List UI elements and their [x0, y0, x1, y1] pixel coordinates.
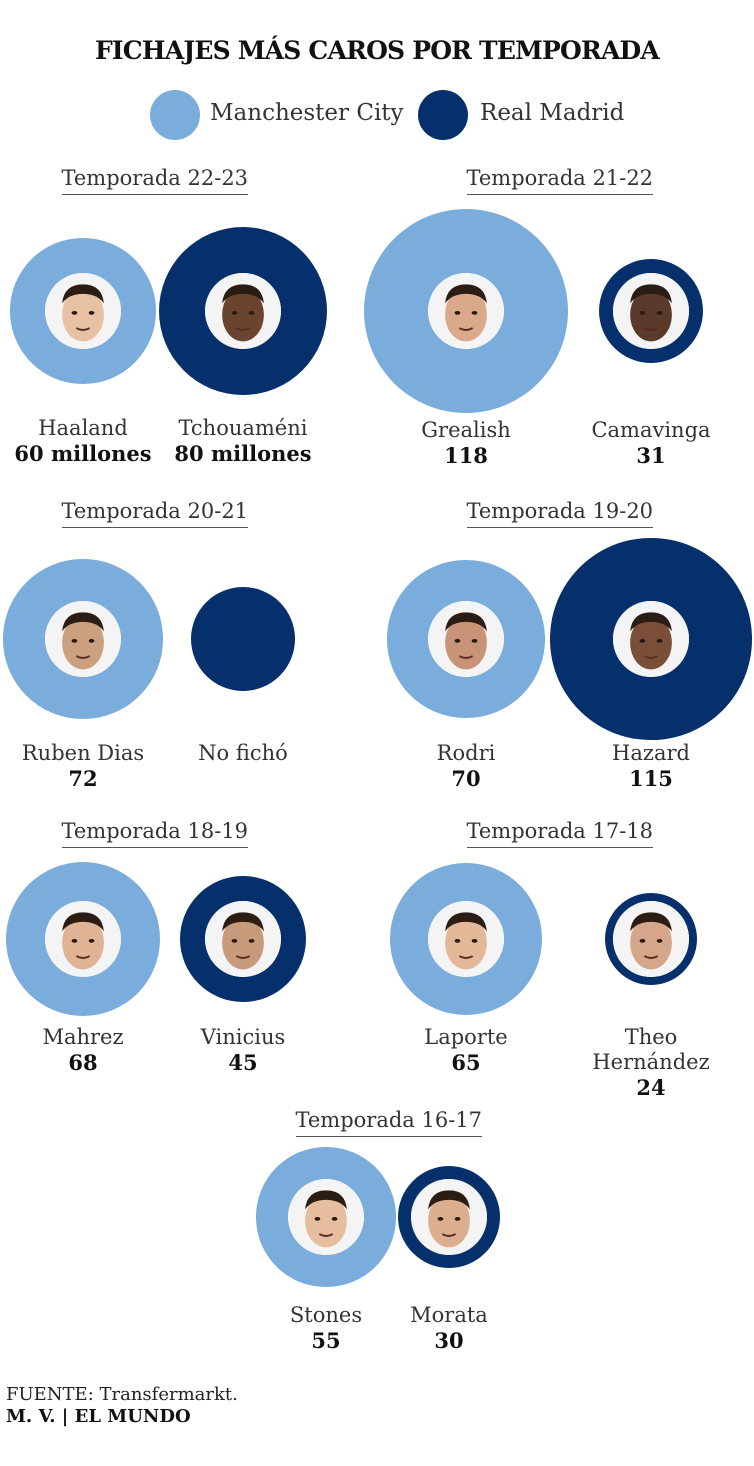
player-name-vinicius: Vinicius [200, 1025, 286, 1049]
player-photo-hazard [613, 601, 689, 677]
legend-city-swatch [150, 90, 200, 140]
value-label-morata: 30 [434, 1328, 464, 1353]
player-photo-ruben-dias [45, 601, 121, 677]
player-photo-mahrez [45, 901, 121, 977]
value-label-ruben-dias: 72 [68, 766, 98, 791]
player-name-tchouameni: Tchouaméni [178, 416, 308, 440]
player-photo-theo-hernandez [613, 901, 689, 977]
player-photo-vinicius [205, 901, 281, 977]
value-label-theo-hernandez: 24 [636, 1075, 666, 1100]
player-photo-stones [288, 1179, 364, 1255]
player-name-theo-hernandez: Theo Hernández [592, 1025, 710, 1074]
player-photo-grealish [428, 273, 504, 349]
player-name-morata: Morata [410, 1303, 488, 1327]
source-text: Transfermarkt. [99, 1384, 238, 1405]
value-label-vinicius: 45 [228, 1050, 258, 1075]
player-photo-tchouameni [205, 273, 281, 349]
player-name-stones: Stones [289, 1303, 363, 1327]
source-note: FUENTE: Transfermarkt. [6, 1384, 238, 1405]
season-label-temporada-21-22: Temporada 21-22 [466, 166, 654, 195]
value-label-mahrez: 68 [68, 1050, 98, 1075]
player-name-hazard: Hazard [612, 741, 690, 765]
season-label-temporada-18-19: Temporada 18-19 [61, 819, 249, 848]
season-label-temporada-16-17: Temporada 16-17 [295, 1108, 483, 1137]
player-name-rodri: Rodri [436, 741, 496, 765]
player-photo-morata [411, 1179, 487, 1255]
value-label-haaland: 60 millones [14, 441, 152, 466]
season-label-temporada-20-21: Temporada 20-21 [61, 499, 249, 528]
player-photo-laporte [428, 901, 504, 977]
value-label-stones: 55 [311, 1328, 341, 1353]
value-label-rodri: 70 [451, 766, 481, 791]
value-label-tchouameni: 80 millones [174, 441, 312, 466]
player-photo-camavinga [613, 273, 689, 349]
value-label-camavinga: 31 [636, 443, 666, 468]
legend-madrid-label: Real Madrid [480, 100, 625, 126]
legend-madrid-swatch [418, 90, 468, 140]
season-label-temporada-17-18: Temporada 17-18 [466, 819, 654, 848]
chart-title: FICHAJES MÁS CAROS POR TEMPORADA [94, 36, 660, 65]
player-name-mahrez: Mahrez [42, 1025, 124, 1049]
source-label: FUENTE: [6, 1384, 94, 1405]
season-label-temporada-22-23: Temporada 22-23 [61, 166, 249, 195]
bubble-madrid-no-ficho [191, 587, 295, 691]
player-name-no-ficho: No fichó [198, 741, 288, 765]
player-photo-rodri [428, 601, 504, 677]
value-label-laporte: 65 [451, 1050, 481, 1075]
player-name-camavinga: Camavinga [591, 418, 711, 442]
value-label-hazard: 115 [629, 766, 673, 791]
player-name-grealish: Grealish [421, 418, 511, 442]
value-label-grealish: 118 [444, 443, 488, 468]
player-name-laporte: Laporte [424, 1025, 508, 1049]
season-label-temporada-19-20: Temporada 19-20 [466, 499, 654, 528]
credit: M. V. | EL MUNDO [6, 1406, 191, 1427]
player-name-haaland: Haaland [38, 416, 128, 440]
legend-city-label: Manchester City [210, 100, 404, 126]
player-name-ruben-dias: Ruben Dias [21, 741, 145, 765]
player-photo-haaland [45, 273, 121, 349]
